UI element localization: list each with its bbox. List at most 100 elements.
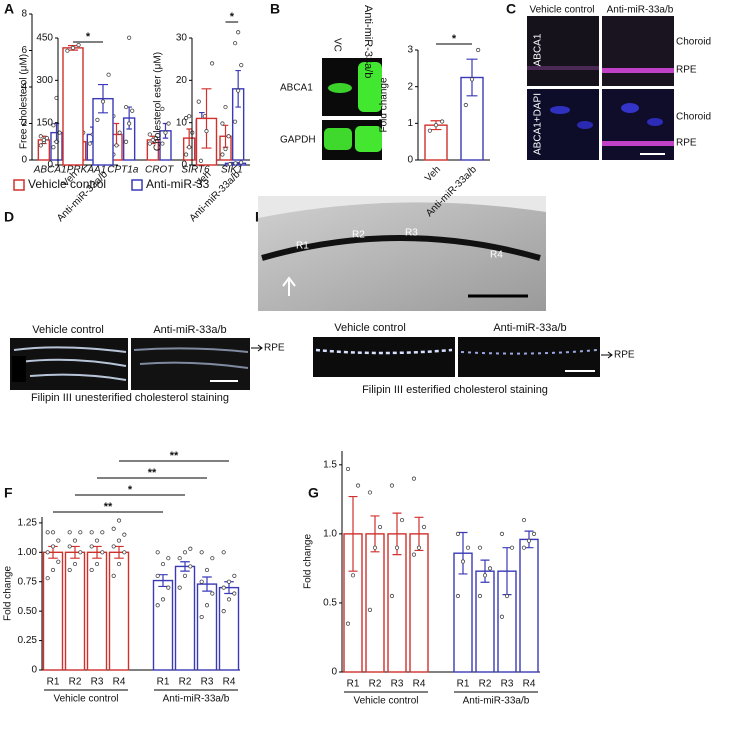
error-bar [114, 545, 124, 559]
data-point [116, 518, 122, 523]
panel-label: B [270, 1, 280, 17]
data-point [526, 538, 532, 543]
nucleus [621, 103, 639, 113]
data-point [114, 143, 119, 148]
y-axis-label: Fold change [3, 566, 14, 621]
y-tick-label: 1.0 [323, 529, 337, 540]
data-point [72, 561, 78, 567]
bar [108, 551, 130, 671]
data-point [421, 524, 427, 530]
data-point [367, 490, 373, 495]
legend-label: Anti-miR-33 [146, 177, 210, 191]
data-point [455, 593, 461, 599]
significance-label: ** [148, 467, 157, 479]
column-title: Vehicle control [529, 5, 594, 16]
y-tick-label: 0 [407, 155, 413, 166]
x-tick-label: R4 [413, 679, 426, 690]
data-point [182, 550, 188, 555]
row-label: ABCA1+DAPI [533, 93, 544, 155]
data-point [220, 121, 225, 126]
panel-e-image: R1 R2 R3 R4 [258, 196, 546, 311]
error-bar [70, 545, 80, 559]
data-point [232, 591, 237, 596]
lane-label: Anti-miR-33a/b [362, 5, 374, 78]
column-title: Anti-miR-33a/b [607, 5, 674, 16]
data-point [427, 128, 432, 133]
data-point [226, 579, 232, 584]
error-bar [414, 516, 424, 552]
data-point [177, 585, 182, 590]
data-point [130, 108, 135, 113]
data-point [411, 552, 417, 557]
x-tick-label: R2 [479, 679, 492, 690]
data-point [38, 134, 43, 139]
x-tick-label: R3 [391, 679, 404, 690]
data-point [210, 591, 215, 596]
data-point [487, 566, 493, 571]
data-point [389, 483, 395, 488]
data-point [87, 141, 92, 146]
caption: Filipin III esterified cholesterol stain… [362, 384, 548, 396]
data-point [239, 160, 244, 165]
marker-label: RPE [264, 343, 285, 354]
error-bar [92, 545, 102, 559]
x-tick-label: R1 [457, 679, 470, 690]
panel-g-images: Vehicle control Anti-miR-33a/b RPE Filip… [313, 322, 635, 396]
data-point [183, 115, 189, 121]
data-point [236, 88, 241, 93]
x-tick-label: R2 [369, 679, 382, 690]
data-point [127, 35, 132, 40]
lane-label: VC [331, 38, 342, 52]
data-point [51, 145, 56, 150]
data-point [199, 579, 204, 584]
data-point [45, 550, 50, 555]
y-axis-label: Free cholesterol (μM) [19, 54, 30, 149]
y-tick-label: 150 [36, 117, 53, 128]
data-point [65, 48, 70, 53]
y-tick-label: 1.00 [18, 547, 38, 558]
data-point [155, 550, 160, 555]
data-point [239, 62, 244, 68]
data-point [160, 561, 166, 567]
data-point [223, 104, 228, 110]
data-point [210, 61, 215, 66]
data-point [67, 544, 72, 549]
data-point [100, 550, 105, 555]
data-point [153, 136, 159, 141]
stain [133, 347, 249, 369]
data-point [123, 139, 129, 144]
data-point [100, 99, 106, 104]
data-point [56, 538, 61, 543]
data-point [499, 531, 505, 536]
tissue [258, 202, 546, 311]
bar [152, 579, 174, 671]
data-point [67, 530, 72, 535]
error-bar [202, 576, 212, 592]
data-point [389, 593, 395, 599]
data-point [227, 162, 232, 167]
data-point [463, 102, 468, 108]
nucleus [647, 118, 663, 126]
data-point [166, 121, 171, 126]
x-tick-label: R1 [347, 679, 360, 690]
legend-swatch [13, 179, 25, 191]
data-point [45, 576, 50, 581]
data-point [350, 573, 356, 578]
error-bar [480, 559, 490, 583]
panel-label: C [506, 1, 516, 17]
data-point [94, 538, 100, 543]
y-tick-label: 0 [181, 160, 187, 171]
data-point [188, 546, 193, 551]
group-label: Anti-miR-33a/b [463, 696, 530, 707]
y-tick-label: 0 [47, 160, 53, 171]
bar [62, 47, 84, 166]
x-tick-label: R1 [47, 677, 60, 688]
data-point [411, 476, 417, 481]
data-point [210, 556, 215, 561]
column-title: Anti-miR-33a/b [493, 322, 566, 334]
data-point [372, 545, 378, 550]
data-point [188, 564, 193, 569]
data-point [111, 526, 116, 531]
x-tick-label: SIRT6 [181, 165, 210, 176]
band [355, 126, 382, 152]
